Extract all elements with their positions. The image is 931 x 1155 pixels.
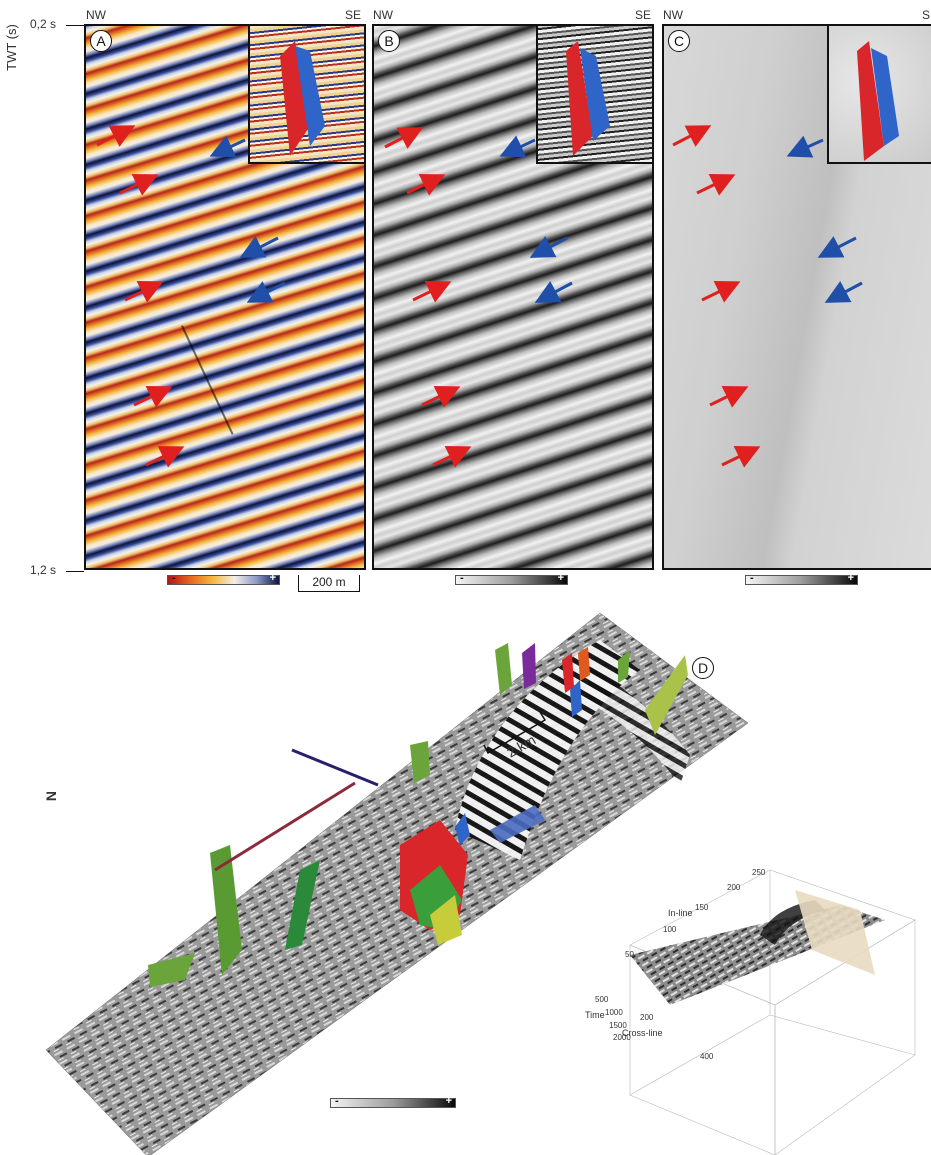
panel-b-se: SE xyxy=(635,8,652,22)
red-arrow xyxy=(721,446,761,468)
colorbar-minus: - xyxy=(750,572,754,584)
panel-label-b: B xyxy=(378,30,400,52)
inset-time-tick: 2000 xyxy=(613,1033,631,1042)
inset-time-label: Time xyxy=(585,1010,605,1020)
fault-surface-icon xyxy=(566,41,610,156)
inset-time-tick: 500 xyxy=(595,995,609,1004)
colorbar-plus: + xyxy=(269,572,276,584)
red-arrow xyxy=(709,386,749,408)
fault-plane xyxy=(578,647,590,681)
fault-plane xyxy=(410,741,430,783)
inset-inline-tick: 50 xyxy=(625,950,634,959)
blue-arrow xyxy=(246,281,286,303)
fault-plane xyxy=(285,860,320,950)
blue-arrow xyxy=(239,236,279,258)
inset-inline-tick: 150 xyxy=(695,903,709,912)
panel-c-nw: NW xyxy=(663,8,683,22)
red-arrow xyxy=(133,386,173,408)
panel-c-se: SE xyxy=(922,8,931,22)
red-arrow xyxy=(421,386,461,408)
red-arrow xyxy=(701,281,741,303)
inset-time-tick: 1500 xyxy=(609,1021,627,1030)
colorbar-a: - + xyxy=(167,572,280,585)
inset-inline-tick: 100 xyxy=(663,925,677,934)
fault-surface-icon xyxy=(857,41,899,161)
blue-arrow xyxy=(499,135,536,158)
colorbar-plus: + xyxy=(445,1095,452,1107)
red-arrow xyxy=(432,446,472,468)
panel-a-se: SE xyxy=(345,8,362,22)
colorbar-minus: - xyxy=(172,572,176,584)
colorbar-plus: + xyxy=(847,572,854,584)
fault-plane xyxy=(522,643,536,689)
inset-crossline-label: Cross-line xyxy=(622,1028,663,1038)
blue-arrow xyxy=(817,236,857,258)
blue-arrow xyxy=(529,235,568,258)
panel-label-d: D xyxy=(692,657,714,679)
fault-plane xyxy=(148,953,195,987)
fault-plane xyxy=(490,805,545,843)
colorbar-minus: - xyxy=(460,572,464,584)
inset-inline-label: In-line xyxy=(668,908,693,918)
red-arrow xyxy=(672,125,712,147)
inset-3d-faults-b xyxy=(536,26,652,164)
panel-label-a: A xyxy=(90,30,112,52)
colorbar-minus: - xyxy=(335,1095,339,1107)
colorbar-c: - + xyxy=(745,572,858,585)
fault-plane xyxy=(562,653,574,693)
red-arrow xyxy=(384,127,424,149)
panel-a-nw: NW xyxy=(86,8,106,22)
blue-arrow xyxy=(824,280,863,303)
north-arrow: N xyxy=(43,790,60,802)
scale-bar-d-line xyxy=(483,711,547,755)
red-arrow xyxy=(96,125,136,147)
inset-3d-faults-a xyxy=(248,26,364,164)
y-tick-bottom: 1,2 s xyxy=(30,563,57,577)
colorbar-b: - + xyxy=(455,572,568,585)
y-tick-top: 0,2 s xyxy=(30,17,57,31)
inset-3d-box xyxy=(629,869,916,1155)
panel-d-3d-view xyxy=(45,612,749,1155)
y-tick-top-line xyxy=(66,25,84,26)
red-arrow xyxy=(412,281,452,303)
inset-inline-section xyxy=(795,890,875,975)
fault-plane xyxy=(430,895,462,945)
fault-stick xyxy=(214,781,356,872)
fault-plane xyxy=(455,813,470,845)
panel-b-nw: NW xyxy=(373,8,393,22)
inset-crossline-tick: 400 xyxy=(700,1052,714,1061)
panel-label-c: C xyxy=(668,30,690,52)
arrow-overlay xyxy=(96,125,863,468)
fault-plane xyxy=(570,680,582,717)
inset-3d-faults-c xyxy=(827,26,931,164)
fault-plane xyxy=(210,845,242,975)
red-arrow xyxy=(696,174,736,196)
fault-stick xyxy=(291,748,379,787)
inset-inline-tick: 250 xyxy=(752,868,766,877)
red-arrow xyxy=(119,174,159,196)
inset-time-tick: 1000 xyxy=(605,1008,623,1017)
inset-inline-tick: 200 xyxy=(727,883,741,892)
red-arrow xyxy=(145,446,185,468)
fault-plane xyxy=(645,655,688,735)
colorbar-d: - + xyxy=(330,1095,456,1108)
scale-bar-a: 200 m xyxy=(298,575,360,592)
fault-surface-icon xyxy=(280,41,325,156)
fault-plane xyxy=(618,650,630,683)
blue-arrow xyxy=(534,280,573,303)
red-arrow xyxy=(124,281,164,303)
fault-plane xyxy=(495,643,512,695)
colorbar-plus: + xyxy=(557,572,564,584)
blue-arrow xyxy=(786,135,824,158)
inset-crossline-tick: 200 xyxy=(640,1013,654,1022)
y-tick-bottom-line xyxy=(66,571,84,572)
red-arrow xyxy=(406,174,446,196)
blue-arrow xyxy=(209,135,246,158)
